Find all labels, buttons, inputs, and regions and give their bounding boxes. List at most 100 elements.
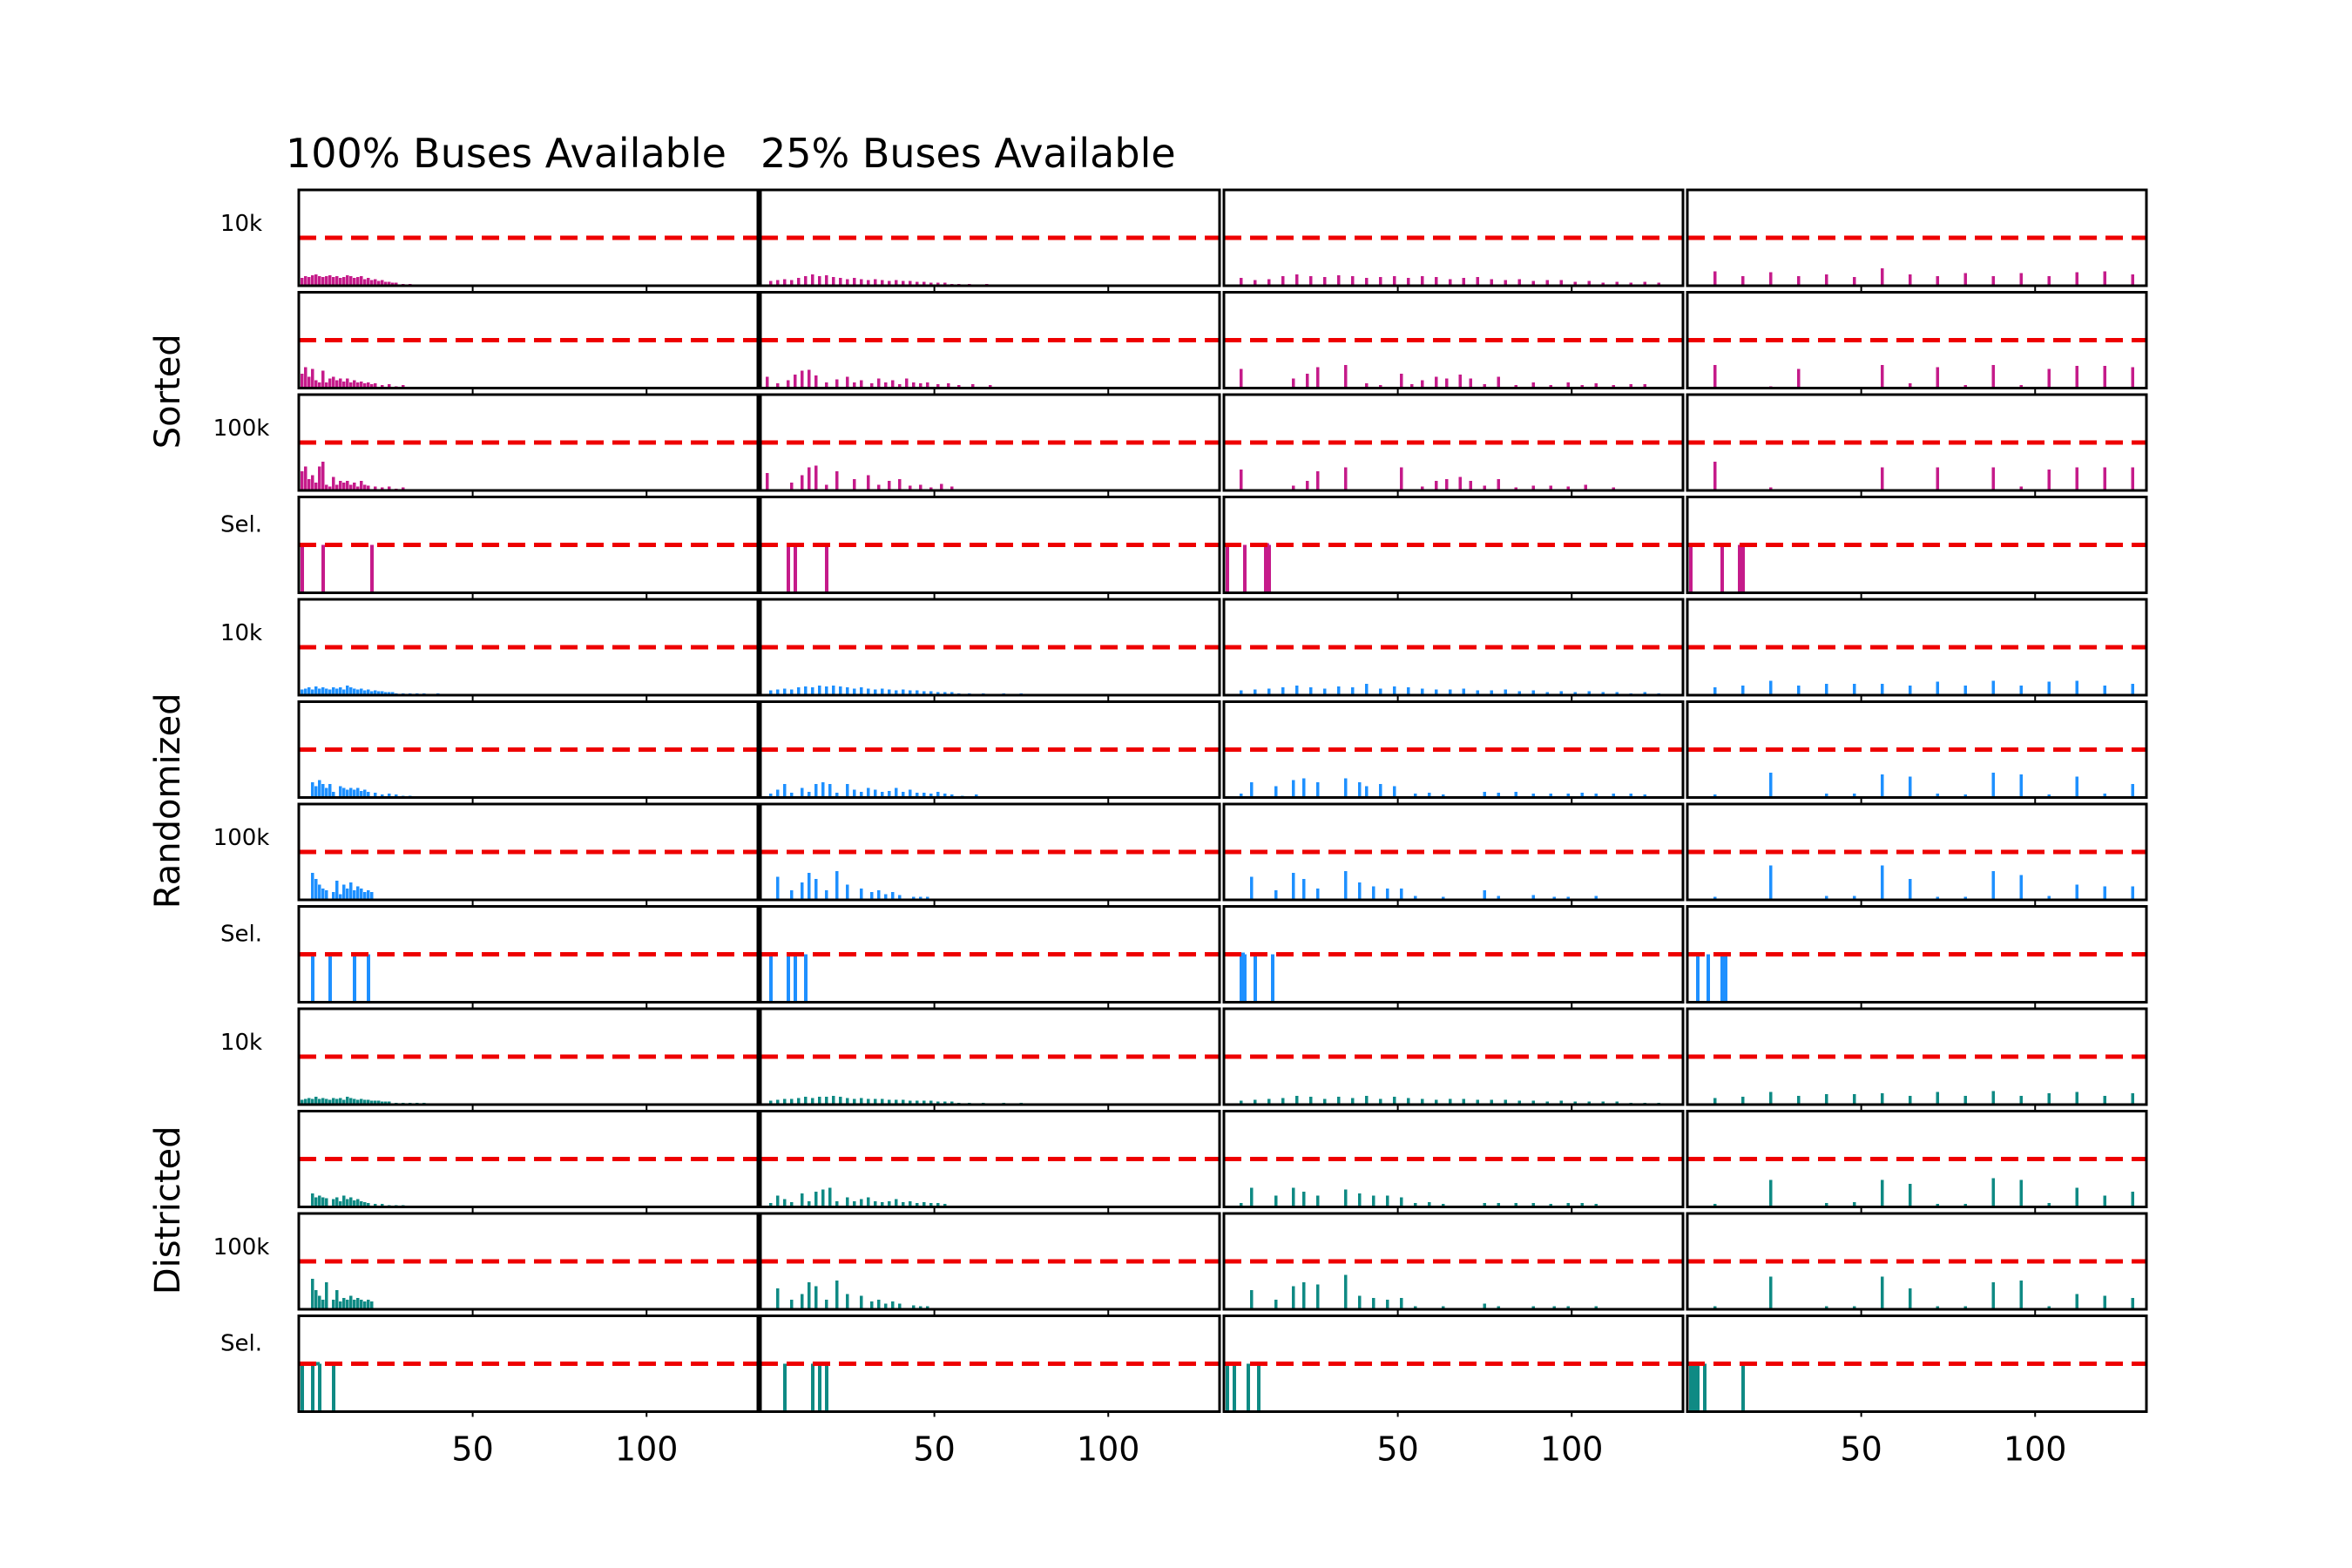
- bar: [318, 688, 321, 695]
- bar: [1880, 1276, 1884, 1309]
- bar: [349, 687, 353, 695]
- bar: [911, 382, 916, 389]
- bar: [1344, 1274, 1348, 1309]
- panel-sorted-r4-c1: [297, 496, 760, 598]
- bar: [1250, 876, 1254, 900]
- bar: [783, 784, 787, 798]
- bar: [2103, 366, 2106, 389]
- bar: [308, 376, 311, 389]
- bar: [321, 1197, 325, 1207]
- bar: [1531, 1203, 1536, 1207]
- bar: [353, 483, 356, 490]
- bar: [332, 687, 335, 695]
- bar: [1549, 385, 1552, 389]
- bar: [2019, 686, 2023, 695]
- bar: [1584, 484, 1587, 490]
- bar: [891, 892, 895, 900]
- bar: [939, 483, 943, 490]
- bar: [891, 1301, 895, 1309]
- bar: [950, 692, 954, 695]
- bar: [1406, 278, 1410, 286]
- bar: [915, 793, 919, 798]
- bar: [922, 281, 926, 286]
- bar: [769, 690, 773, 695]
- bar: [1316, 1195, 1320, 1207]
- bar: [1769, 1276, 1773, 1309]
- bar: [1483, 384, 1487, 389]
- bar: [1629, 794, 1632, 798]
- bar: [353, 1200, 356, 1207]
- bar: [943, 1101, 947, 1105]
- bar: [1566, 1306, 1570, 1309]
- bar: [1263, 544, 1267, 593]
- bar: [804, 1097, 808, 1105]
- bar: [1741, 1097, 1745, 1105]
- bar: [1306, 374, 1309, 389]
- bar: [808, 467, 811, 490]
- bar: [2019, 1281, 2023, 1309]
- bar: [369, 544, 374, 593]
- bar: [318, 466, 321, 490]
- bar: [342, 277, 346, 286]
- bar: [328, 486, 332, 490]
- bar: [1306, 481, 1309, 490]
- bar: [356, 382, 360, 389]
- row-label: Sel.: [220, 1331, 262, 1357]
- bar: [790, 1202, 794, 1207]
- bar: [1559, 280, 1563, 286]
- panel-frame: [1222, 1110, 1685, 1208]
- bar: [1587, 280, 1591, 286]
- bar: [1504, 280, 1508, 286]
- bar: [832, 277, 835, 286]
- bar: [381, 385, 384, 389]
- bar: [1240, 1203, 1243, 1207]
- bar: [974, 794, 978, 798]
- bar: [922, 1202, 926, 1207]
- bar: [2019, 385, 2023, 389]
- panel-frame: [297, 188, 760, 287]
- bar: [870, 1301, 874, 1309]
- bar: [1601, 1101, 1605, 1105]
- bar: [370, 1100, 374, 1105]
- bar: [1427, 793, 1431, 798]
- panel-frame: [297, 1315, 760, 1413]
- bar: [311, 1098, 314, 1105]
- bar: [1246, 1363, 1250, 1412]
- bar: [1378, 1098, 1382, 1105]
- bar: [353, 688, 356, 695]
- bar: [1399, 1197, 1403, 1207]
- bar: [360, 276, 363, 286]
- bar: [318, 884, 321, 900]
- bar: [853, 1098, 856, 1105]
- bar: [897, 1303, 902, 1309]
- bar: [1720, 544, 1724, 593]
- panel-frame: [1686, 188, 2148, 287]
- bar: [318, 382, 321, 389]
- bar: [356, 886, 360, 900]
- bar: [901, 689, 905, 695]
- bar: [1448, 689, 1452, 695]
- bar: [356, 277, 360, 286]
- bar: [860, 1295, 863, 1309]
- bar: [384, 692, 388, 695]
- bar: [846, 1294, 849, 1309]
- bar: [904, 378, 909, 389]
- group-label-sorted: Sorted: [148, 334, 188, 449]
- bar: [1797, 686, 1801, 695]
- bar: [1936, 1306, 1940, 1309]
- bar: [2103, 686, 2106, 695]
- bar: [1316, 471, 1320, 490]
- panel-districted-r1-c3: [1222, 1007, 1685, 1110]
- bar: [867, 1197, 870, 1207]
- panel-sorted-r3-c2: [759, 393, 1221, 496]
- panel-sorted-r3-c4: [1686, 393, 2148, 496]
- bar: [776, 789, 780, 798]
- panel-frame: [297, 802, 760, 902]
- x-tick-label: 100: [2004, 1430, 2067, 1469]
- bar: [366, 954, 370, 1003]
- bar: [349, 882, 353, 900]
- bar: [2019, 1096, 2023, 1105]
- bar: [776, 280, 780, 286]
- bar: [1991, 1091, 1996, 1105]
- panel-frame: [1222, 1007, 1685, 1106]
